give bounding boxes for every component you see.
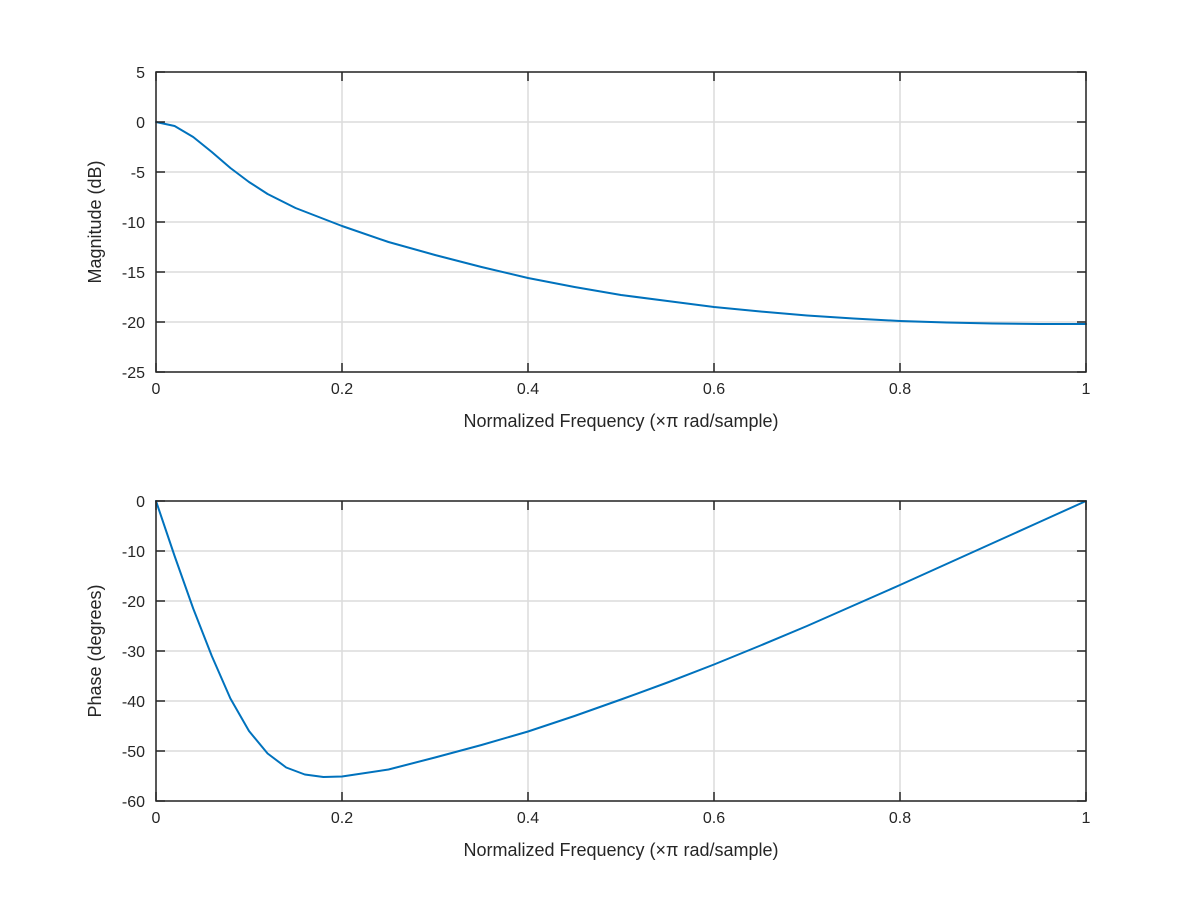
magnitude-y-tick-label: 0 <box>136 115 145 132</box>
phase-y-tick-label: -50 <box>122 744 145 761</box>
phase-plot: 0 0.2 0.4 0.6 0.8 1 -60 -50 -40 -30 -20 -10 0 Norma… <box>85 494 1091 860</box>
magnitude-x-tick-label: 0 <box>152 381 161 398</box>
magnitude-x-ticks: 0 0.2 0.4 0.6 0.8 1 <box>152 72 1091 398</box>
phase-y-tick-label: 0 <box>136 494 145 511</box>
magnitude-x-axis-label: Normalized Frequency (×π rad/sample) <box>463 411 778 431</box>
phase-x-tick-label: 0.2 <box>331 810 353 827</box>
phase-response-line <box>155 500 1087 778</box>
magnitude-x-tick-label: 0.6 <box>703 381 725 398</box>
magnitude-y-tick-label: -5 <box>131 165 145 182</box>
magnitude-x-tick-label: 0.2 <box>331 381 353 398</box>
magnitude-response-line <box>155 121 1087 325</box>
magnitude-y-tick-label: -15 <box>122 265 145 282</box>
magnitude-plot: 0 0.2 0.4 0.6 0.8 1 -25 -20 -15 -10 -5 0 5 Normaliz… <box>85 65 1091 431</box>
phase-y-ticks: -60 -50 -40 -30 -20 -10 0 <box>122 494 1086 811</box>
magnitude-y-tick-label: -20 <box>122 315 145 332</box>
phase-x-tick-label: 0.6 <box>703 810 725 827</box>
phase-y-tick-label: -10 <box>122 544 145 561</box>
magnitude-y-axis-label: Magnitude (dB) <box>85 160 105 283</box>
phase-y-tick-label: -20 <box>122 594 145 611</box>
phase-x-tick-label: 0 <box>152 810 161 827</box>
magnitude-x-tick-label: 0.4 <box>517 381 539 398</box>
phase-x-tick-label: 1 <box>1082 810 1091 827</box>
magnitude-y-tick-label: 5 <box>136 65 145 82</box>
phase-y-tick-label: -40 <box>122 694 145 711</box>
magnitude-y-tick-label: -10 <box>122 215 145 232</box>
phase-x-axis-label: Normalized Frequency (×π rad/sample) <box>463 840 778 860</box>
magnitude-y-ticks: -25 -20 -15 -10 -5 0 5 <box>122 65 1086 382</box>
magnitude-x-tick-label: 1 <box>1082 381 1091 398</box>
magnitude-plot-area <box>155 121 1087 325</box>
magnitude-y-tick-label: -25 <box>122 365 145 382</box>
phase-plot-area <box>155 500 1087 778</box>
phase-x-ticks: 0 0.2 0.4 0.6 0.8 1 <box>152 501 1091 827</box>
phase-x-tick-label: 0.8 <box>889 810 911 827</box>
phase-y-tick-label: -30 <box>122 644 145 661</box>
magnitude-x-tick-label: 0.8 <box>889 381 911 398</box>
phase-y-tick-label: -60 <box>122 794 145 811</box>
phase-x-tick-label: 0.4 <box>517 810 539 827</box>
phase-y-axis-label: Phase (degrees) <box>85 584 105 717</box>
